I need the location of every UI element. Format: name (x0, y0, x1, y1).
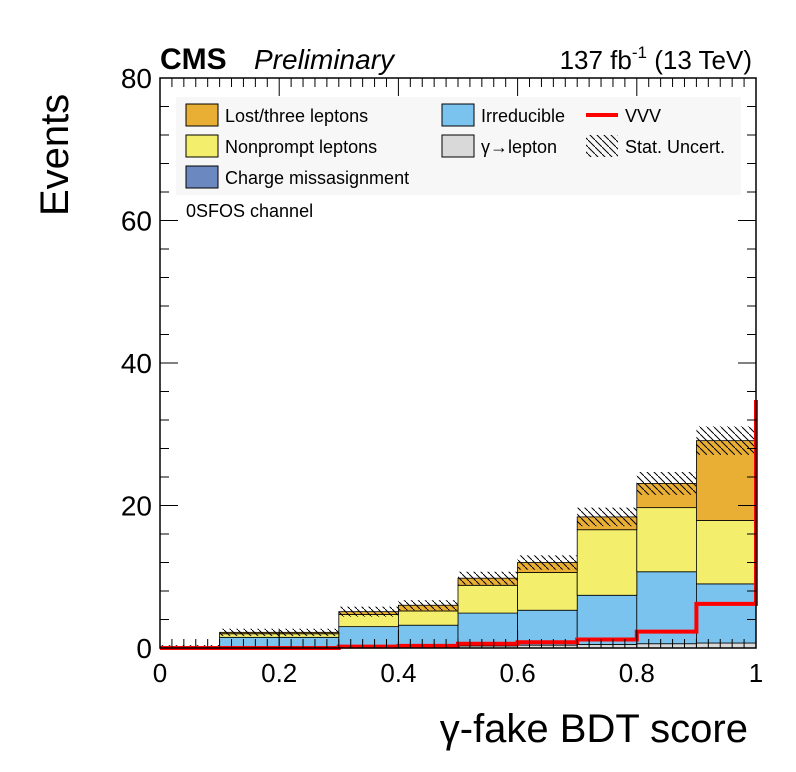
legend-item-charge-missasignment: Charge missasignment (185, 165, 409, 189)
legend-label: Irreducible (481, 106, 565, 126)
legend-item-vvv: VVV (586, 106, 661, 126)
legend-swatch (185, 134, 219, 158)
stat-uncert-bin-4 (398, 600, 458, 611)
legend-item-stat-uncert: Stat. Uncert. (586, 135, 725, 157)
legend-swatch (441, 134, 475, 158)
legend-item-nonprompt-leptons: Nonprompt leptons (185, 134, 377, 158)
legend-swatch (441, 103, 475, 127)
status-label: Preliminary (254, 44, 396, 75)
x-tick-label: 1 (749, 658, 763, 688)
x-tick-label: 0.6 (500, 658, 536, 688)
legend-swatch (185, 165, 219, 189)
bar-nonprompt-leptons-bin-5 (457, 584, 518, 614)
bar-nonprompt-leptons-bin-8 (636, 507, 697, 573)
x-tick-label: 0.4 (380, 658, 416, 688)
legend-label: Stat. Uncert. (625, 137, 725, 157)
bar-irreducible-bin-4 (397, 624, 459, 647)
y-tick-label: 60 (121, 206, 152, 237)
stat-uncert-bin-9 (696, 426, 756, 455)
series-nonprompt-leptons (219, 507, 757, 638)
x-axis-title: γ-fake BDT score (440, 707, 748, 751)
legend-label: VVV (625, 106, 661, 126)
bar-irreducible-bin-6 (517, 609, 578, 646)
experiment-label: CMS (160, 43, 227, 76)
y-tick-label: 40 (121, 348, 152, 379)
lumi-tail: (13 TeV) (647, 45, 752, 75)
bar-irreducible-bin-7 (576, 594, 638, 645)
axes: 0 0.2 0.4 0.6 0.8 1 0 20 40 60 80 (121, 63, 763, 688)
stat-uncert-bin-2 (279, 628, 339, 636)
legend-item-lost-three-leptons: Lost/three leptons (185, 103, 368, 127)
stat-uncert-bin-3 (338, 606, 399, 617)
stacked-histograms (159, 440, 757, 649)
legend-label: Nonprompt leptons (225, 137, 377, 157)
bar-irreducible-bin-3 (338, 626, 399, 647)
lumi-exponent: -1 (632, 43, 647, 62)
y-tick-label: 20 (121, 491, 152, 522)
bar-irreducible-bin-9 (696, 583, 757, 644)
y-tick-label: 0 (136, 633, 152, 664)
x-tick-label: 0.8 (619, 658, 655, 688)
lumi-main: 137 fb (560, 45, 632, 75)
stat-uncert-bin-8 (636, 472, 697, 495)
legend-label: Charge missasignment (225, 168, 409, 188)
x-tick-label: 0 (153, 658, 167, 688)
legend-label: Lost/three leptons (225, 106, 368, 126)
lumi-label: 137 fb-1 (13 TeV) (560, 43, 752, 75)
stat-uncert-bin-6 (517, 555, 578, 570)
stat-uncert-bin-1 (219, 628, 280, 636)
bar-nonprompt-leptons-bin-4 (397, 610, 459, 626)
stat-uncert-bin-7 (577, 507, 637, 527)
channel-annotation: 0SFOS channel (186, 201, 313, 221)
legend-label: γ→lepton (481, 137, 557, 157)
legend-item-lepton: γ→lepton (441, 134, 557, 158)
bar-irreducible-bin-1 (219, 636, 280, 648)
legend-swatch (586, 135, 618, 157)
bar-irreducible-bin-2 (278, 636, 340, 648)
legend-item-irreducible: Irreducible (441, 103, 565, 127)
legend: Lost/three leptons Irreducible VVV Nonpromp… (185, 103, 725, 189)
stat-uncert-bin-5 (458, 571, 518, 585)
stat-uncertainty-band (160, 426, 756, 648)
x-tick-label: 0.2 (261, 658, 297, 688)
y-axis-title: Events (33, 94, 77, 216)
bar-nonprompt-leptons-bin-7 (576, 529, 638, 596)
legend-swatch (185, 103, 219, 127)
bar-nonprompt-leptons-bin-6 (517, 572, 578, 611)
y-tick-label: 80 (121, 63, 152, 94)
bar-irreducible-bin-5 (457, 612, 518, 647)
bar-nonprompt-leptons-bin-9 (696, 520, 757, 585)
